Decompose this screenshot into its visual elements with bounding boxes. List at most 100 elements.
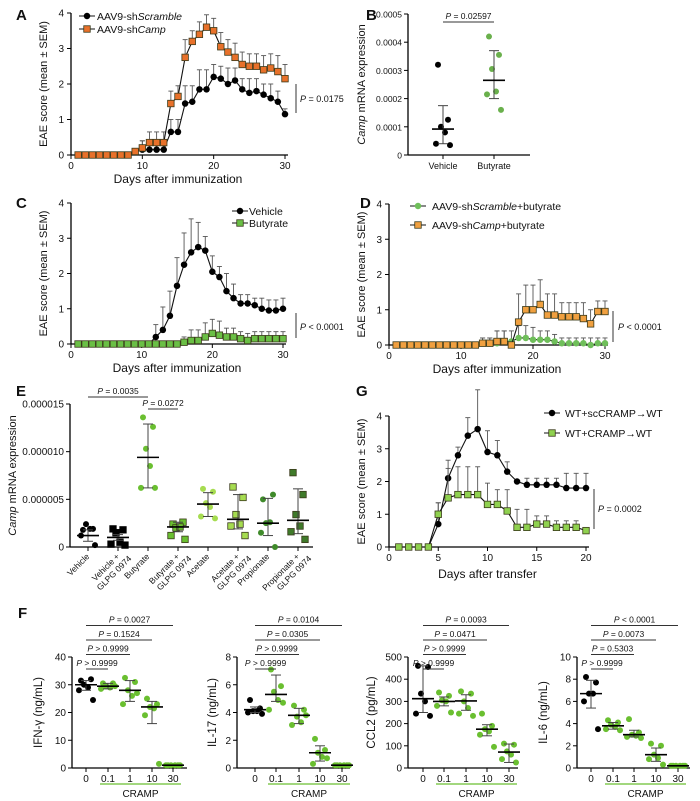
category-label: 0.1 (101, 774, 115, 785)
y-tick-label: 0.0003 (376, 66, 402, 76)
data-point (246, 89, 253, 97)
category-label: Butyrate (477, 161, 511, 171)
data-point (594, 307, 602, 316)
x-tick-label: 30 (599, 351, 611, 362)
y-axis-label: IFN-γ (ng/mL) (33, 677, 45, 748)
data-point (292, 510, 300, 519)
data-point (274, 67, 282, 76)
panel-letter: D (360, 195, 371, 212)
category-label: 0.1 (437, 774, 451, 785)
data-point (174, 92, 182, 101)
series-1 (74, 14, 289, 159)
data-point (231, 53, 239, 62)
data-point (107, 540, 115, 548)
x-axis-label: Days after transfer (438, 567, 537, 581)
data-point (473, 490, 482, 499)
legend-marker (83, 25, 91, 33)
data-point (529, 336, 537, 343)
data-point (529, 306, 537, 314)
y-tick-label: 8 (225, 653, 231, 664)
y-tick-label: 0 (376, 341, 382, 352)
data-point (278, 683, 284, 690)
data-point (553, 481, 560, 489)
data-point (236, 335, 245, 343)
data-point (471, 341, 480, 349)
panel-b-1: 0 0.0001 0.0002 0.0003 0.0004 0.0005 Camp mRNA… (356, 10, 530, 171)
y-axis-label: IL-6 (ng/mL) (538, 681, 550, 744)
data-point (470, 712, 476, 719)
group-4 (498, 740, 520, 766)
data-point (159, 340, 167, 348)
data-point (464, 432, 472, 439)
y-tick-label: 0.000010 (22, 447, 64, 458)
data-point (646, 756, 652, 763)
data-point (145, 340, 153, 348)
category-label: Propionate +GLPG 0974 (260, 546, 314, 600)
data-point (565, 339, 573, 347)
data-point (464, 341, 472, 349)
y-axis-label: EAE score (mean ± SEM) (356, 419, 368, 545)
data-point (558, 313, 566, 321)
data-point (507, 341, 516, 349)
data-point (239, 493, 247, 502)
y-tick-label: 10 (560, 653, 572, 664)
data-point (486, 33, 492, 40)
data-point (434, 510, 442, 518)
data-point (489, 722, 495, 729)
p-value: P < 0.0001 (618, 322, 662, 332)
data-point (511, 741, 517, 748)
data-point (601, 307, 609, 316)
y-tick-label: 3 (58, 234, 64, 245)
data-point (272, 544, 278, 550)
x-tick-label: 30 (277, 350, 289, 361)
category-label: 10 (481, 774, 493, 785)
data-point (291, 702, 297, 709)
group-6 (257, 491, 279, 550)
p-value: P = 0.0104 (278, 615, 320, 625)
data-point (550, 311, 559, 319)
x-tick-label: 10 (482, 553, 494, 564)
legend-label: AAV9-shCamp (97, 24, 166, 36)
data-point (122, 674, 128, 681)
y-tick-label: 0.0004 (376, 38, 402, 48)
data-point (572, 484, 580, 492)
data-point (102, 340, 110, 348)
data-point (324, 755, 330, 762)
group-1 (97, 680, 119, 692)
category-label: 30 (503, 774, 515, 785)
group-3 (645, 740, 667, 768)
data-point (229, 333, 238, 341)
data-point (405, 543, 413, 551)
data-point (582, 484, 590, 492)
y-tick-label: 0.0005 (376, 10, 402, 20)
y-tick-label: 0 (60, 764, 66, 775)
group-2 (119, 674, 141, 708)
data-point (189, 98, 196, 105)
category-label: 1 (296, 774, 302, 785)
group-1 (602, 717, 624, 734)
data-point (503, 468, 511, 475)
data-point (110, 151, 118, 159)
data-point (188, 37, 196, 46)
data-point (251, 335, 259, 343)
x-tick-label: 0 (68, 350, 74, 361)
category-label: 1 (631, 774, 637, 785)
data-point (572, 313, 580, 321)
legend-label: WT+CRAMP→WT (565, 428, 653, 440)
data-point (435, 61, 441, 68)
data-point (109, 340, 118, 348)
panel-d: 0 10 20 30 0 1 2 3 4 Days after immunization EAE s… (356, 200, 662, 377)
group-3 (476, 710, 498, 750)
data-point (454, 490, 462, 499)
category-label: 0 (83, 774, 89, 785)
data-point (210, 73, 217, 81)
panel-g: 0 5 10 15 20 0 1 2 3 4 Days after transfer EAE scor… (356, 389, 663, 581)
group-0 (244, 697, 266, 717)
y-tick-label: 2 (376, 477, 382, 488)
panel-letter: F (18, 605, 27, 622)
data-point (605, 717, 611, 724)
x-tick-label: 0 (386, 351, 392, 362)
x-tick-label: 30 (279, 161, 291, 172)
data-point (565, 313, 573, 321)
data-point (224, 48, 232, 56)
